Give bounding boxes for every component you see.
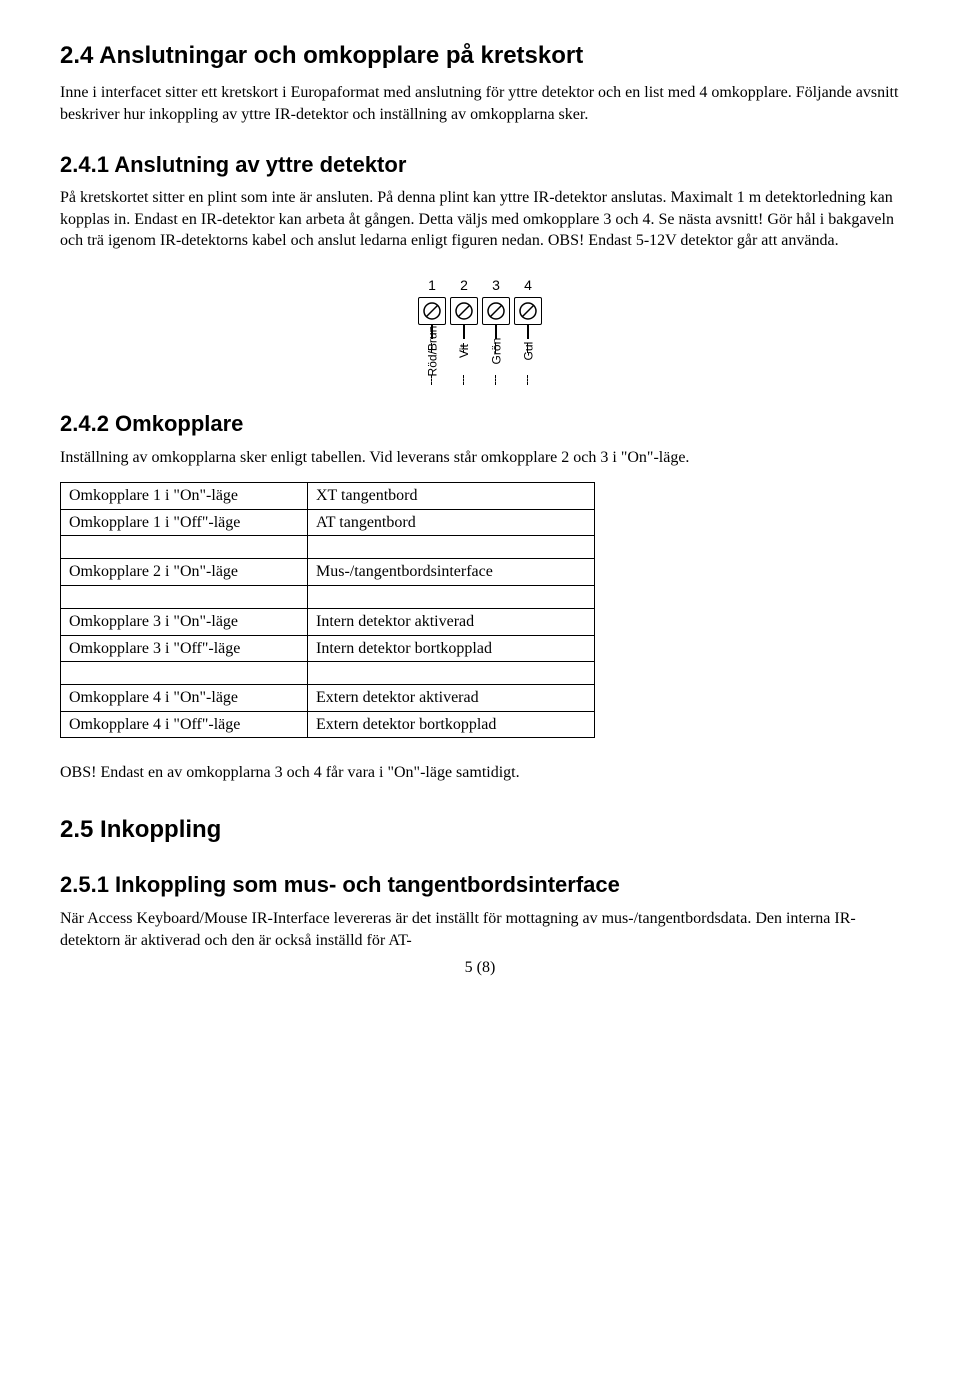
page-footer: 5 (8): [60, 957, 900, 979]
para-2-4-1: På kretskortet sitter en plint som inte …: [60, 187, 900, 252]
heading-2-4-1: 2.4.1 Anslutning av yttre detektor: [60, 150, 900, 180]
heading-2-5-1: 2.5.1 Inkoppling som mus- och tangentbor…: [60, 870, 900, 900]
table-row: Omkopplare 3 i "On"-lägeIntern detektor …: [61, 609, 595, 636]
terminal-num-2: 2: [460, 276, 468, 295]
table-row: [61, 536, 595, 559]
terminal-num-4: 4: [524, 276, 532, 295]
note-2-4-2: OBS! Endast en av omkopplarna 3 och 4 få…: [60, 762, 900, 784]
table-row: Omkopplare 4 i "Off"-lägeExtern detektor…: [61, 711, 595, 738]
table-row: [61, 662, 595, 685]
terminal-box-1: [418, 297, 446, 325]
table-row: Omkopplare 1 i "Off"-lägeAT tangentbord: [61, 509, 595, 536]
table-row: Omkopplare 2 i "On"-lägeMus-/tangentbord…: [61, 559, 595, 586]
para-2-4: Inne i interfacet sitter ett kretskort i…: [60, 82, 900, 125]
table-row: [61, 586, 595, 609]
terminal-box-2: [450, 297, 478, 325]
terminal-box-3: [482, 297, 510, 325]
terminal-box-4: [514, 297, 542, 325]
omkopplare-table: Omkopplare 1 i "On"-lägeXT tangentbord O…: [60, 482, 595, 738]
terminal-label-3: Grön: [488, 338, 504, 365]
heading-2-4-2: 2.4.2 Omkopplare: [60, 409, 900, 439]
heading-2-5: 2.5 Inkoppling: [60, 814, 900, 846]
terminal-diagram: 1 2 3 4 Röd/Brun: [60, 276, 900, 379]
table-row: Omkopplare 1 i "On"-lägeXT tangentbord: [61, 483, 595, 510]
para-2-4-2: Inställning av omkopplarna sker enligt t…: [60, 447, 900, 469]
heading-2-4: 2.4 Anslutningar och omkopplare på krets…: [60, 40, 900, 72]
table-row: Omkopplare 4 i "On"-lägeExtern detektor …: [61, 685, 595, 712]
terminal-num-1: 1: [428, 276, 436, 295]
terminal-label-2: Vit: [456, 344, 472, 358]
terminal-num-3: 3: [492, 276, 500, 295]
para-2-5-1: När Access Keyboard/Mouse IR-Interface l…: [60, 908, 900, 951]
terminal-label-4: Gul: [520, 342, 536, 361]
terminal-label-1: Röd/Brun: [424, 325, 440, 376]
table-row: Omkopplare 3 i "Off"-lägeIntern detektor…: [61, 635, 595, 662]
